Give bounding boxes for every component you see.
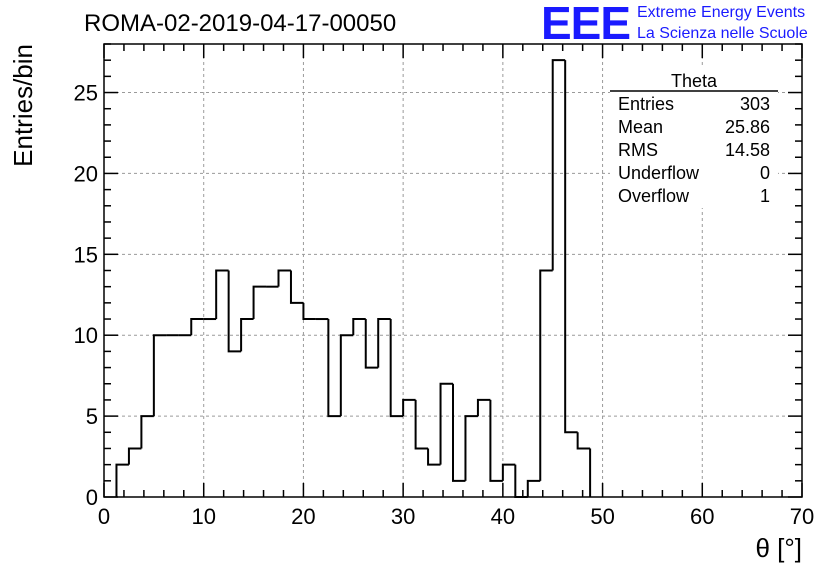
x-tick-label: 60 [690, 504, 714, 529]
stats-row-label: Mean [618, 117, 663, 137]
y-tick-label: 5 [86, 404, 98, 429]
stats-row-value: 25.86 [725, 117, 770, 137]
stats-row-value: 0 [760, 163, 770, 183]
histogram-bin [227, 270, 242, 353]
histogram-bin [514, 464, 528, 498]
y-tick-label: 20 [74, 161, 98, 186]
histogram-bin [564, 60, 578, 434]
histogram-bin [526, 479, 541, 497]
histogram-bin [501, 463, 516, 481]
stats-row-label: Entries [618, 94, 674, 114]
histogram-bin [427, 448, 441, 466]
y-tick-label: 0 [86, 485, 98, 510]
histogram-bin [489, 399, 503, 482]
histogram-bin [364, 319, 379, 369]
stats-box-title: Theta [671, 71, 718, 91]
stats-row-value: 1 [760, 186, 770, 206]
histogram-bars [115, 59, 592, 498]
histogram-bin [402, 398, 416, 417]
axis-ticks [103, 43, 803, 498]
histogram-bin [215, 269, 229, 320]
logo-subtitle-line2: La Scienza nelle Scuole [637, 25, 808, 42]
x-tick-label: 50 [590, 504, 614, 529]
histogram-bin [115, 463, 129, 497]
x-axis-title: θ [°] [755, 533, 802, 563]
y-tick-label: 25 [74, 81, 98, 106]
histogram-bin [352, 318, 366, 336]
histogram-bin [339, 334, 354, 417]
y-tick-label: 15 [74, 242, 98, 267]
stats-row-value: 303 [740, 94, 770, 114]
histogram-bin [539, 269, 553, 481]
y-tick-label: 10 [74, 323, 98, 348]
x-tick-label: 0 [98, 504, 110, 529]
histogram-bin [277, 269, 291, 287]
histogram-bin [289, 270, 304, 304]
x-tick-label: 20 [291, 504, 315, 529]
histogram-bin [464, 415, 478, 481]
histogram-bin [190, 318, 204, 336]
stats-row-label: Underflow [618, 163, 700, 183]
stats-box: Theta Entries 303 Mean 25.86 RMS 14.58 Underfl… [610, 68, 778, 208]
histogram-bin [389, 319, 404, 418]
stats-row-label: Overflow [618, 186, 690, 206]
histogram-bin [152, 334, 167, 417]
histogram-bin [127, 447, 142, 465]
run-title: ROMA-02-2019-04-17-00050 [84, 10, 397, 37]
x-tick-label: 30 [391, 504, 415, 529]
x-tick-label: 70 [790, 504, 814, 529]
stats-row-label: RMS [618, 140, 658, 160]
histogram-bin [576, 432, 591, 450]
histogram-bin [377, 318, 391, 368]
histogram-bin [439, 382, 453, 465]
x-tick-label: 40 [491, 504, 515, 529]
histogram-bin [140, 415, 154, 449]
histogram-bin [240, 318, 254, 352]
histogram-bin [252, 285, 267, 320]
histogram-bin [414, 399, 429, 450]
stats-rows: Entries 303 Mean 25.86 RMS 14.58 Underflow 0 Ove… [618, 94, 770, 206]
histogram-bin [551, 59, 566, 271]
histogram-bin [327, 319, 341, 418]
y-axis-title: Entries/bin [8, 44, 38, 167]
histogram-bin [476, 398, 491, 417]
eee-logo: EEE [541, 0, 631, 49]
stats-row-value: 14.58 [725, 140, 770, 160]
logo-subtitle-line1: Extreme Energy Events [637, 4, 806, 21]
x-tick-label: 10 [191, 504, 215, 529]
histogram-bin [302, 302, 316, 321]
histogram-bin [452, 383, 466, 482]
